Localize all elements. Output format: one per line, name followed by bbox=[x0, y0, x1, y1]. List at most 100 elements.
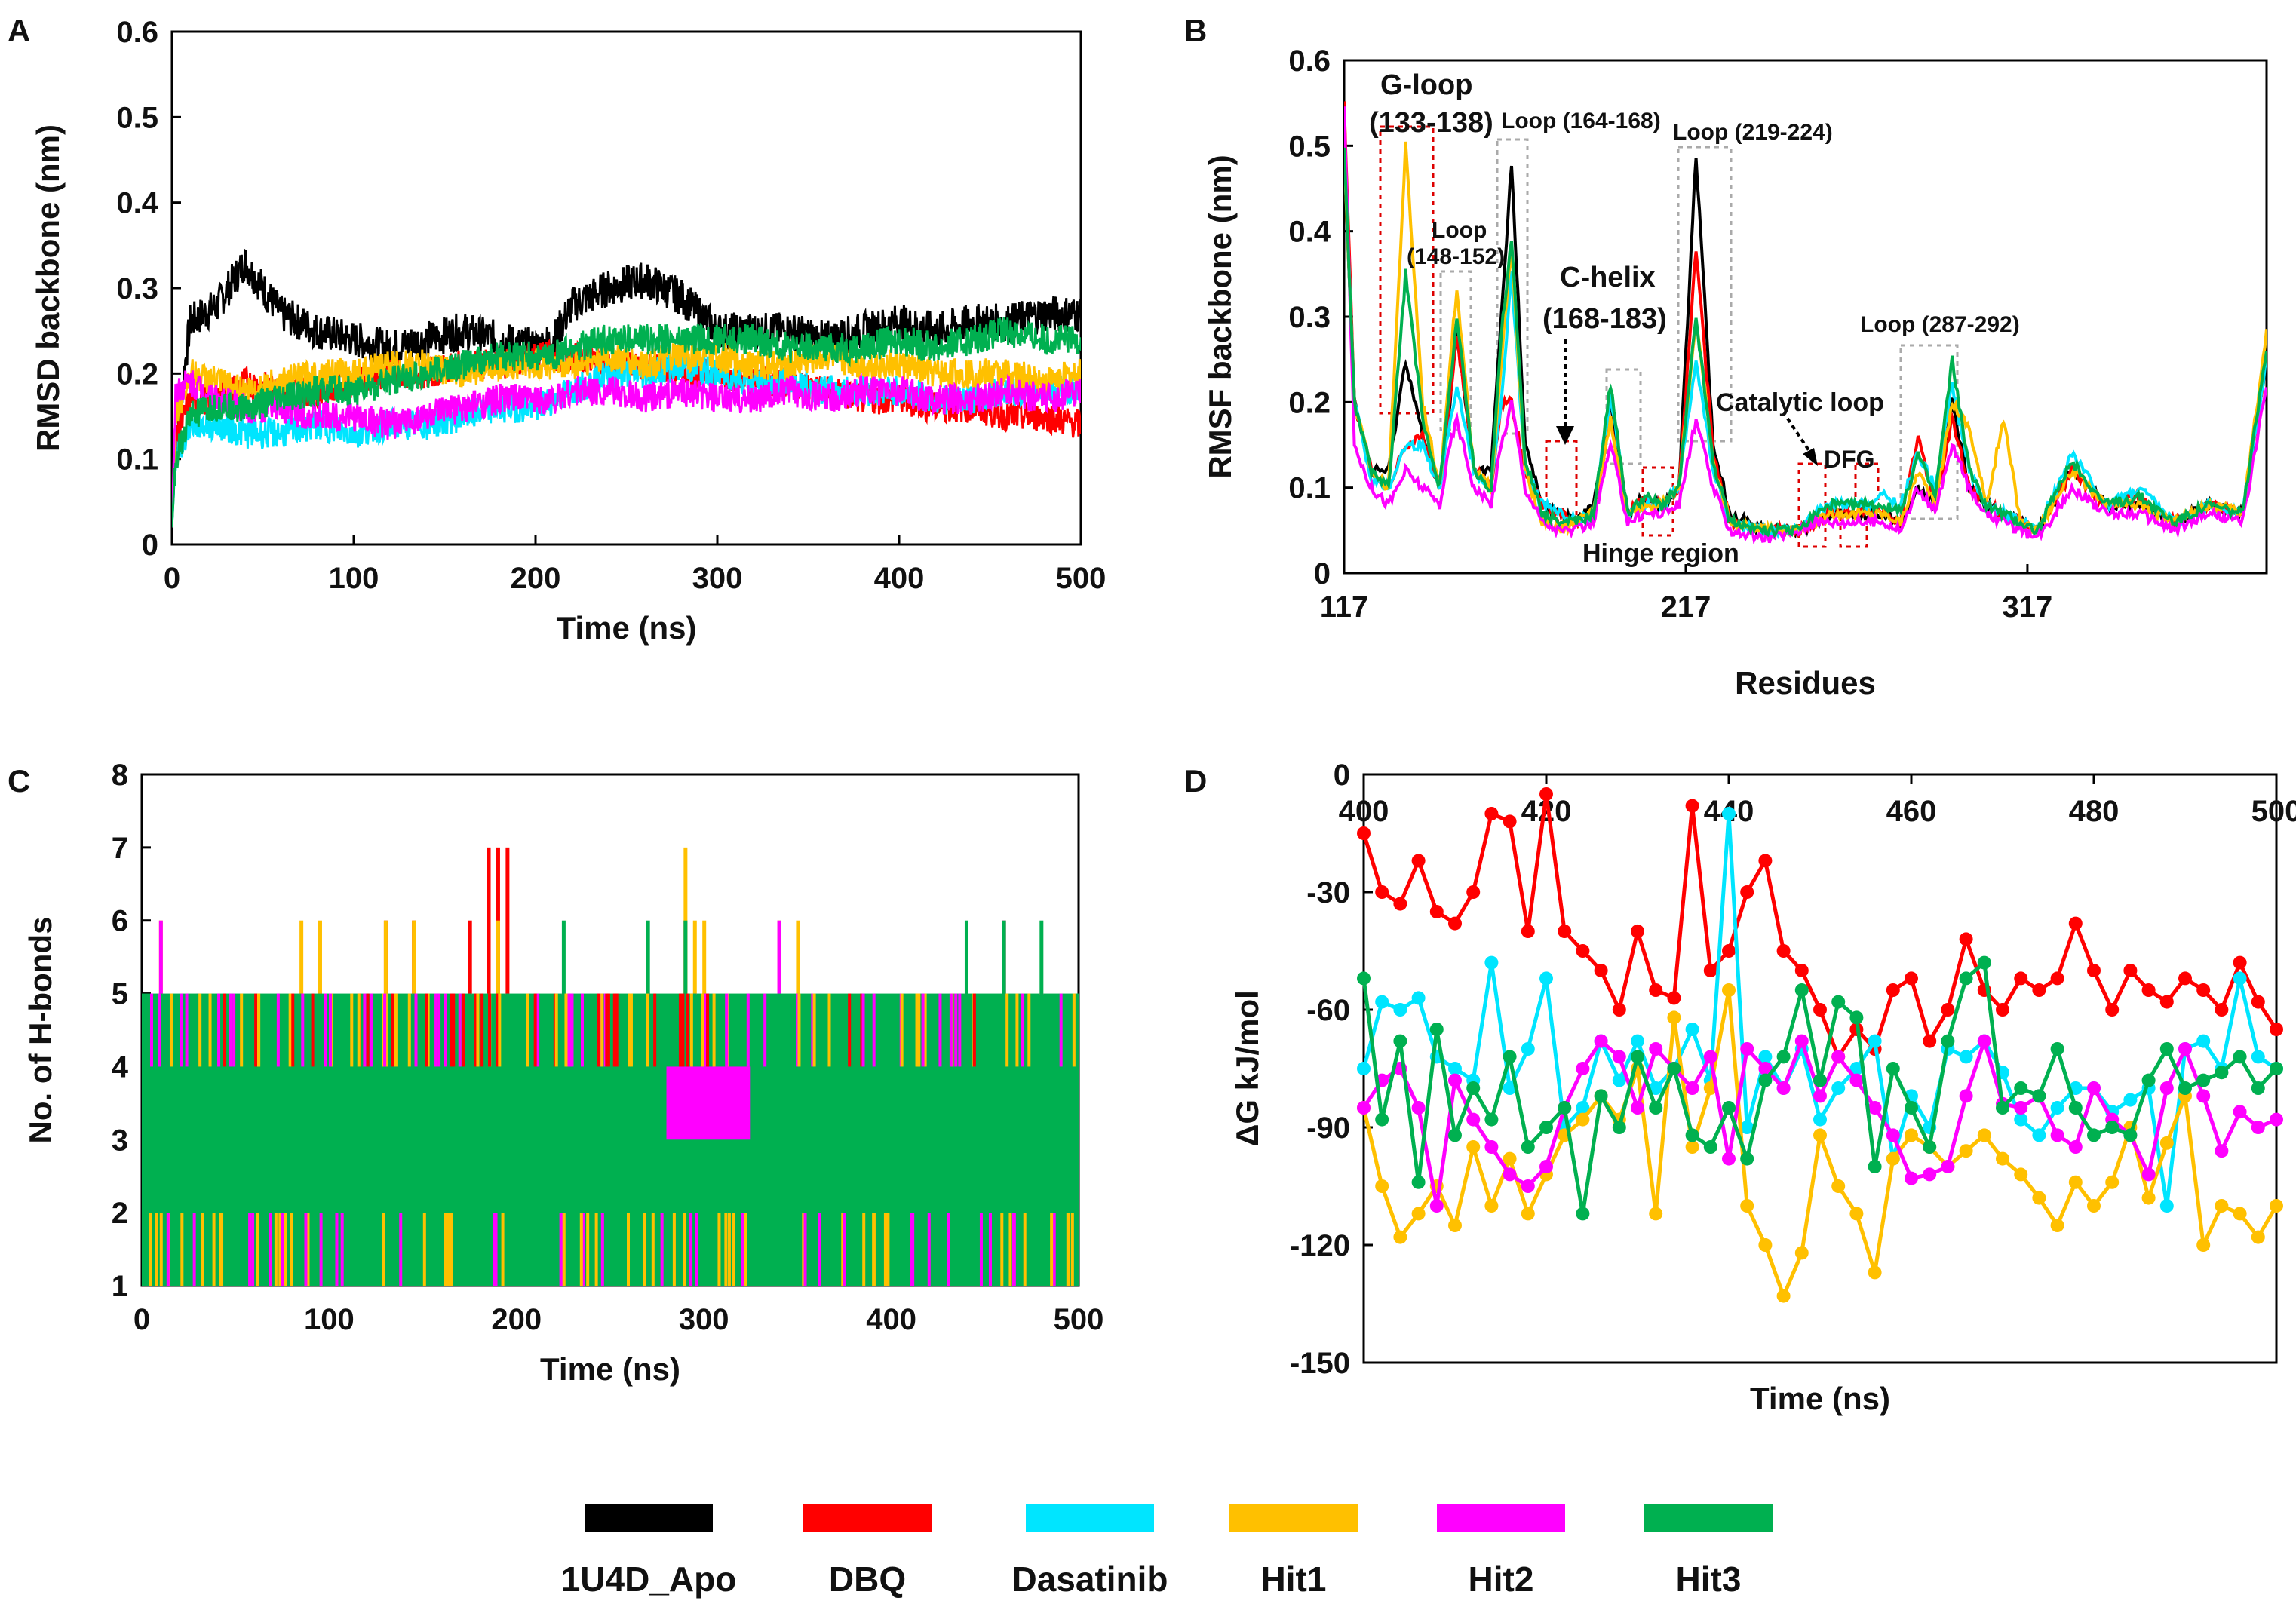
hbond-mid-tick bbox=[434, 993, 438, 1067]
y-tick-label: 0 bbox=[142, 529, 158, 562]
data-point-dbq bbox=[1905, 971, 1918, 986]
x-tick-label: 317 bbox=[2003, 590, 2053, 624]
hbond-low-tick bbox=[1012, 1213, 1016, 1286]
data-point-hit3 bbox=[1448, 1128, 1462, 1142]
data-point-hit1 bbox=[2196, 1238, 2211, 1252]
data-point-hit3 bbox=[1594, 1089, 1608, 1103]
hbond-mid-tick bbox=[526, 993, 529, 1067]
hbond-spike-hit3 bbox=[692, 993, 697, 995]
hbond-mid-tick bbox=[357, 993, 361, 1067]
data-point-hit3 bbox=[1503, 1050, 1517, 1064]
data-point-hit1 bbox=[1868, 1265, 1882, 1280]
data-point-hit3 bbox=[2087, 1128, 2101, 1142]
data-point-hit1 bbox=[1977, 1128, 1991, 1142]
hbond-mid-tick bbox=[706, 993, 710, 1067]
data-point-hit1 bbox=[1905, 1128, 1918, 1142]
hbond-mid-tick bbox=[565, 993, 569, 1067]
hbond-mid-tick bbox=[414, 993, 418, 1067]
data-point-hit3 bbox=[2014, 1081, 2028, 1095]
data-point-hit2 bbox=[2178, 1042, 2192, 1056]
data-point-dbq bbox=[1375, 885, 1389, 899]
data-point-hit1 bbox=[1649, 1207, 1663, 1221]
hbond-mid-tick bbox=[1059, 993, 1063, 1067]
data-point-dbq bbox=[1813, 1003, 1827, 1017]
annotation-text: DFG bbox=[1824, 446, 1875, 473]
data-point-dbq bbox=[1649, 983, 1663, 997]
hbond-mid-tick bbox=[276, 993, 280, 1067]
data-point-hit2 bbox=[2196, 1089, 2211, 1103]
panel-c-hbonds-chart: 0 100 200 300 400 500 1 2 3 4 5 6 7 8 Time (ns) No. of … bbox=[23, 759, 1103, 1387]
data-point-dbq bbox=[2233, 955, 2247, 970]
data-point-hit1 bbox=[2141, 1191, 2156, 1205]
data-point-dbq bbox=[1539, 787, 1553, 801]
hbond-mid-tick bbox=[257, 993, 261, 1067]
data-point-dbq bbox=[1503, 814, 1517, 829]
data-point-dbq bbox=[2178, 971, 2192, 986]
data-point-hit3 bbox=[1868, 1160, 1882, 1173]
hbond-spike-hit3 bbox=[1039, 920, 1044, 995]
legend-label-hit1: Hit1 bbox=[1261, 1559, 1327, 1599]
hbond-mid-tick bbox=[158, 993, 161, 1067]
y-axis-label: RMSF backbone (nm) bbox=[1202, 155, 1238, 478]
hbond-low-tick bbox=[340, 1213, 344, 1286]
data-point-hit3 bbox=[1667, 1062, 1681, 1075]
data-point-dbq bbox=[1740, 885, 1754, 899]
y-tick-label: 0.3 bbox=[1288, 301, 1331, 334]
data-point-dasatinib bbox=[1722, 807, 1736, 820]
data-point-hit3 bbox=[1813, 1073, 1827, 1087]
hbond-low-tick bbox=[1000, 1213, 1004, 1286]
data-point-hit3 bbox=[1849, 1010, 1864, 1025]
hbond-mid-tick bbox=[476, 993, 480, 1067]
hbond-low-tick bbox=[166, 1213, 170, 1286]
data-point-hit2 bbox=[1776, 1081, 1791, 1095]
hbond-low-tick bbox=[274, 1213, 278, 1286]
hbond-mid-tick bbox=[872, 993, 876, 1067]
data-point-hit3 bbox=[1905, 1101, 1918, 1115]
x-tick-label: 400 bbox=[874, 562, 925, 595]
panel-a-rmsd-chart: 0 100 200 300 400 500 0 0.1 0.2 0.3 0.4 0.5 0.6 Time … bbox=[30, 16, 1106, 646]
data-point-hit2 bbox=[1905, 1171, 1918, 1185]
hbond-mid-tick bbox=[653, 993, 657, 1067]
legend-label-1u4d_apo: 1U4D_Apo bbox=[561, 1559, 737, 1599]
data-point-hit1 bbox=[1466, 1140, 1481, 1154]
hbond-mid-tick bbox=[923, 993, 927, 1067]
panel-label-a: A bbox=[8, 13, 30, 48]
hbond-low-tick bbox=[422, 1213, 426, 1286]
y-tick-label: 0.6 bbox=[1288, 44, 1331, 78]
data-point-dbq bbox=[1794, 964, 1809, 977]
data-point-hit1 bbox=[1484, 1199, 1499, 1213]
y-tick-label: -120 bbox=[1290, 1229, 1350, 1262]
hbond-mid-tick bbox=[480, 993, 484, 1067]
hbond-spike-hit3 bbox=[777, 993, 781, 995]
hbond-mid-tick bbox=[628, 993, 631, 1067]
annotation-text: (133-138) bbox=[1369, 107, 1493, 139]
hbond-mid-tick bbox=[554, 993, 558, 1067]
data-point-hit2 bbox=[1868, 1101, 1882, 1115]
hbond-mid-tick bbox=[229, 993, 232, 1067]
y-tick-label: 0 bbox=[1314, 557, 1331, 590]
y-tick-label: 7 bbox=[112, 832, 128, 865]
data-point-dbq bbox=[2068, 916, 2083, 931]
hbond-low-tick bbox=[594, 1213, 598, 1286]
x-tick-label: 200 bbox=[511, 562, 561, 595]
hbond-spike-hit3 bbox=[683, 920, 688, 995]
hbond-mid-tick bbox=[827, 993, 831, 1067]
data-point-hit1 bbox=[2159, 1136, 2174, 1150]
data-point-hit3 bbox=[2159, 1042, 2174, 1056]
region-box bbox=[1899, 344, 1959, 520]
hbond-spike-hit3 bbox=[196, 993, 201, 995]
plot-frame bbox=[1362, 773, 2278, 1364]
legend-swatch-hit2 bbox=[1437, 1504, 1565, 1532]
data-point-hit2 bbox=[1849, 1073, 1864, 1087]
hbond-mid-tick bbox=[391, 993, 394, 1067]
data-point-dasatinib bbox=[1959, 1050, 1973, 1064]
data-point-dbq bbox=[1484, 807, 1499, 820]
data-point-dasatinib bbox=[2050, 1101, 2064, 1115]
hbond-low-tick bbox=[695, 1213, 698, 1286]
data-point-hit1 bbox=[1503, 1151, 1517, 1166]
series-line-hit2 bbox=[172, 370, 1081, 528]
hbond-spike-dbq bbox=[468, 920, 472, 995]
data-point-hit2 bbox=[2050, 1128, 2064, 1142]
y-axis-label: No. of H-bonds bbox=[23, 917, 58, 1144]
legend-label-dbq: DBQ bbox=[829, 1559, 906, 1599]
